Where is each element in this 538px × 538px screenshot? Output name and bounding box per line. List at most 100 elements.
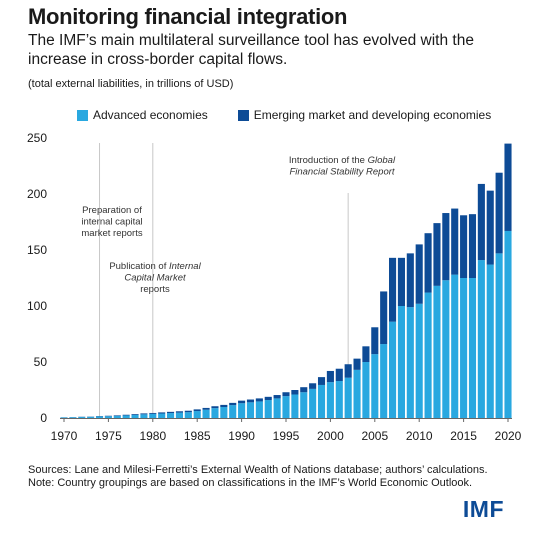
bar-emerging-1986 [202, 407, 210, 410]
y-tick-label-150: 150 [27, 243, 47, 257]
bar-emerging-2004 [362, 346, 370, 362]
bar-emerging-1980 [149, 412, 157, 414]
bar-emerging-1991 [246, 399, 255, 403]
bar-advanced-1992 [255, 401, 263, 418]
bar-advanced-2006 [380, 344, 388, 418]
bar-advanced-1973 [87, 416, 95, 418]
x-tick-label-1985: 1985 [184, 429, 211, 443]
bar-emerging-1982 [167, 411, 175, 414]
bar-advanced-1997 [300, 392, 308, 418]
bar-advanced-2014 [451, 274, 459, 418]
bar-advanced-1993 [264, 400, 272, 418]
bar-advanced-2002 [344, 377, 352, 418]
bar-advanced-1991 [246, 402, 255, 418]
bar-advanced-1983 [175, 412, 183, 418]
bar-emerging-1977 [122, 414, 130, 416]
bar-advanced-1982 [167, 413, 175, 418]
bar-emerging-1988 [220, 404, 228, 408]
x-tick-label-2000: 2000 [317, 429, 344, 443]
bar-advanced-1998 [309, 388, 317, 418]
bar-advanced-1980 [149, 413, 157, 418]
bar-emerging-1976 [113, 415, 121, 416]
bar-emerging-2011 [424, 233, 432, 293]
bar-emerging-2014 [451, 208, 459, 275]
bar-advanced-1970 [60, 417, 68, 418]
bar-advanced-2009 [406, 307, 414, 418]
bar-advanced-1984 [184, 412, 192, 418]
bar-advanced-1971 [69, 417, 77, 418]
legend-swatch-advanced [77, 109, 88, 121]
bar-emerging-1987 [211, 406, 219, 409]
bar-emerging-2009 [406, 253, 414, 308]
bar-advanced-1978 [131, 414, 139, 418]
bar-advanced-2019 [495, 253, 503, 418]
bar-emerging-2012 [433, 223, 441, 286]
bar-emerging-2006 [380, 291, 388, 345]
y-tick-label-100: 100 [27, 299, 47, 313]
x-tick-label-1995: 1995 [273, 429, 300, 443]
bar-emerging-1999 [317, 377, 326, 385]
bar-advanced-1974 [95, 416, 104, 418]
y-tick-label-0: 0 [40, 411, 47, 425]
bar-emerging-1997 [300, 387, 308, 393]
bar-emerging-1993 [264, 396, 272, 401]
bar-advanced-2020 [504, 230, 512, 418]
y-tick-label-250: 250 [27, 131, 47, 145]
bar-emerging-2003 [353, 358, 361, 370]
bar-advanced-2000 [326, 382, 334, 418]
bar-advanced-1994 [273, 398, 281, 418]
bar-advanced-1995 [282, 396, 290, 418]
bar-advanced-2018 [486, 264, 494, 418]
bar-emerging-2002 [344, 364, 352, 378]
x-tick-label-2010: 2010 [406, 429, 433, 443]
annotation-text-1974: Preparation of internal capital market rep… [81, 205, 142, 239]
groupings-note: Note: Country groupings are based on cla… [28, 477, 473, 489]
chart-subtitle: The IMF’s main multilateral surveillance… [28, 32, 474, 68]
bar-emerging-2005 [371, 327, 379, 355]
bar-advanced-2008 [397, 306, 405, 418]
imf-logo: IMF [462, 496, 504, 522]
bar-advanced-1976 [113, 415, 121, 418]
bar-emerging-1995 [282, 392, 290, 397]
legend-label-advanced: Advanced economies [93, 108, 208, 122]
bar-emerging-1994 [273, 395, 281, 399]
sources-note: Sources: Lane and Milesi-Ferretti’s Exte… [28, 464, 488, 476]
bar-advanced-2001 [335, 381, 343, 418]
bar-advanced-2013 [442, 280, 450, 418]
chart-legend: Advanced economies Emerging market and d… [77, 108, 521, 122]
x-tick-label-2015: 2015 [450, 429, 477, 443]
bar-emerging-1978 [131, 414, 139, 415]
bar-emerging-2018 [486, 190, 494, 265]
legend-swatch-emerging [237, 109, 249, 121]
units-note: (total external liabilities, in trillion… [28, 78, 234, 90]
footer-notes: Sources: Lane and Milesi-Ferretti’s Exte… [28, 464, 498, 490]
bar-advanced-1977 [122, 415, 130, 418]
bar-emerging-2013 [442, 213, 450, 281]
bar-emerging-1996 [291, 390, 299, 395]
bar-advanced-2003 [353, 369, 361, 418]
bar-advanced-1986 [202, 409, 210, 418]
x-tick-label-2005: 2005 [361, 429, 388, 443]
bar-advanced-1979 [140, 414, 148, 418]
bar-advanced-2015 [460, 278, 468, 418]
bar-emerging-2001 [335, 368, 343, 382]
bar-advanced-1989 [229, 405, 237, 418]
bar-advanced-2016 [468, 278, 477, 418]
bar-emerging-1992 [255, 398, 263, 402]
bar-advanced-1985 [193, 411, 201, 418]
bar-advanced-1975 [104, 416, 112, 418]
bar-emerging-2000 [326, 370, 334, 383]
bar-emerging-1981 [158, 412, 166, 414]
annotation-text-2002: Introduction of the Global Financial Stab… [289, 155, 396, 178]
annotation-text-1980: Publication of Internal Capital Market rep… [109, 261, 201, 295]
bar-emerging-2008 [397, 257, 405, 306]
bar-emerging-2019 [495, 172, 503, 254]
chart-title: Monitoring financial integration [28, 4, 348, 29]
bar-emerging-1985 [193, 409, 201, 412]
y-tick-label-200: 200 [27, 187, 47, 201]
x-tick-label-1975: 1975 [95, 429, 122, 443]
bar-emerging-2007 [389, 257, 397, 322]
bar-advanced-2017 [477, 260, 485, 418]
legend-item-advanced: Advanced economies [77, 108, 208, 122]
